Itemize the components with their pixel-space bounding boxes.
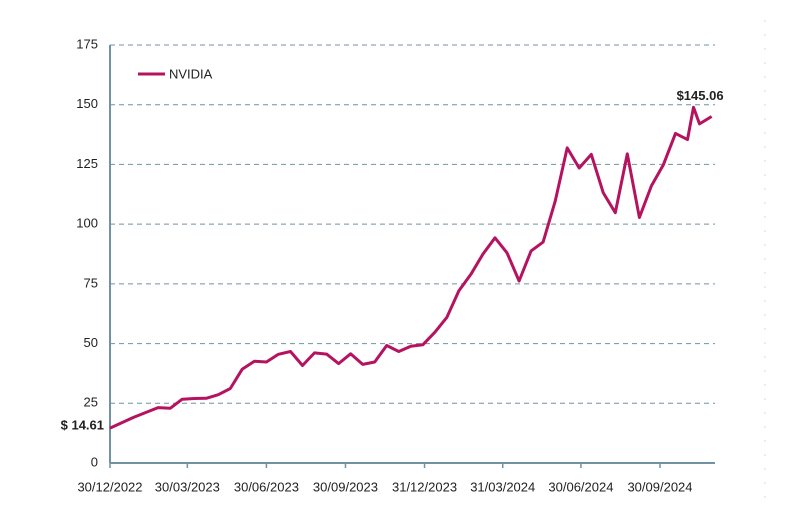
x-tick-label: 31/03/2024 <box>470 479 535 494</box>
x-tick-label: 30/12/2022 <box>77 479 142 494</box>
annotation: $ 14.61 <box>61 418 104 433</box>
y-tick-label: 175 <box>76 36 98 51</box>
x-tick-label: 30/06/2023 <box>234 479 299 494</box>
y-tick-label: 150 <box>76 96 98 111</box>
annotation: $145.06 <box>677 88 724 103</box>
y-tick-label: 125 <box>76 156 98 171</box>
x-tick-label: 31/12/2023 <box>392 479 457 494</box>
x-tick-label: 30/06/2024 <box>548 479 613 494</box>
data-line <box>109 105 713 430</box>
y-tick-label: 50 <box>84 335 98 350</box>
x-tick-label: 30/09/2024 <box>627 479 692 494</box>
y-tick-label: 75 <box>84 275 98 290</box>
x-tick-label: 30/09/2023 <box>313 479 378 494</box>
y-tick-label: 0 <box>91 454 98 469</box>
y-tick-label: 25 <box>84 395 98 410</box>
x-tick-label: 30/03/2023 <box>155 479 220 494</box>
y-tick-label: 100 <box>76 216 98 231</box>
legend-label: NVIDIA <box>169 66 213 81</box>
